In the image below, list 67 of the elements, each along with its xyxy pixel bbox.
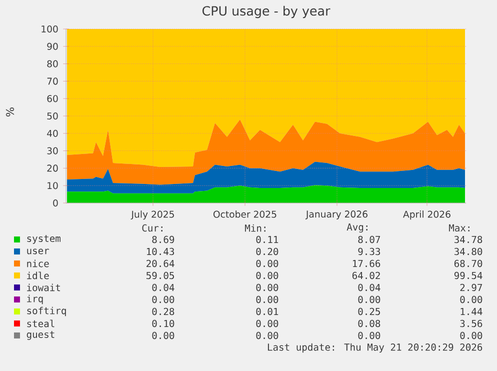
text: Avg:	[346, 223, 368, 233]
text: 0.25	[358, 308, 380, 316]
text: 64.02	[352, 272, 380, 280]
y-tick-label: 40	[47, 130, 58, 137]
text: 8.69	[152, 236, 174, 244]
text: 20.64	[146, 260, 174, 268]
text: 0.00	[256, 272, 278, 280]
text: Max:	[449, 224, 470, 232]
chart-title: CPU usage - by year	[202, 6, 330, 18]
text: 0.00	[152, 332, 174, 340]
text: 0.08	[358, 320, 380, 328]
text: 17.66	[352, 260, 380, 268]
text: 0.01	[256, 308, 278, 316]
legend-label: user	[27, 248, 50, 254]
text: 0.00	[358, 332, 380, 340]
text: 68.70	[454, 260, 482, 268]
x-tick-label: April 2026	[403, 210, 450, 220]
y-tick-label: 70	[47, 78, 58, 85]
text: 0.04	[358, 284, 380, 292]
text: 0.00	[256, 296, 278, 304]
y-tick-label: 100	[42, 25, 58, 33]
text: 0.00	[460, 332, 482, 340]
legend-label: irq	[27, 294, 43, 304]
x-tick-label: October 2025	[213, 210, 276, 218]
text: 8.07	[358, 236, 380, 244]
text: 0.00	[256, 284, 278, 292]
text: 0.00	[256, 332, 278, 340]
text: Last update: Thu May 21 20:20:29 2026	[268, 343, 482, 353]
y-tick-label: 20	[47, 164, 58, 172]
text: Min:	[245, 224, 266, 232]
text: 0.00	[358, 296, 380, 304]
text: 3.56	[460, 320, 482, 328]
y-tick-label: 60	[47, 95, 58, 102]
y-tick-label: 30	[47, 147, 58, 154]
text: 34.80	[454, 248, 482, 256]
text: 0.00	[256, 260, 278, 268]
x-tick-label: January 2026	[305, 210, 368, 220]
text: 0.00	[152, 296, 174, 304]
text: 0.20	[256, 248, 278, 256]
text: 1.44	[460, 308, 482, 315]
legend-label: nice	[27, 260, 49, 268]
y-tick-label: 80	[47, 60, 58, 68]
x-tick-label: July 2025	[130, 210, 174, 220]
y-tick-label: 0	[53, 199, 58, 207]
y-tick-label: 90	[47, 42, 58, 50]
text: 0.10	[152, 320, 174, 328]
text: 0.28	[152, 308, 174, 316]
text: 0.00	[256, 320, 278, 328]
text: 59.05	[146, 272, 174, 280]
text: 9.33	[358, 248, 380, 256]
text: 2.97	[460, 284, 482, 292]
text: 10.43	[146, 248, 174, 256]
legend-label: idle	[27, 272, 49, 280]
text: 34.78	[454, 236, 482, 244]
legend-label: softirq	[27, 306, 66, 316]
y-tick-label: 10	[48, 182, 58, 190]
text: Cur:	[142, 224, 162, 232]
legend-label: iowait	[27, 284, 60, 292]
text: 0.04	[152, 284, 174, 292]
legend-label: guest	[26, 331, 54, 340]
text: 0.00	[460, 296, 482, 304]
legend-label: system	[27, 235, 60, 244]
text: 99.54	[454, 272, 482, 280]
legend-label: steal	[27, 320, 54, 328]
y-tick-label: 50	[47, 112, 58, 120]
y-axis-title: %	[6, 108, 14, 116]
text: 0.11	[256, 236, 278, 244]
